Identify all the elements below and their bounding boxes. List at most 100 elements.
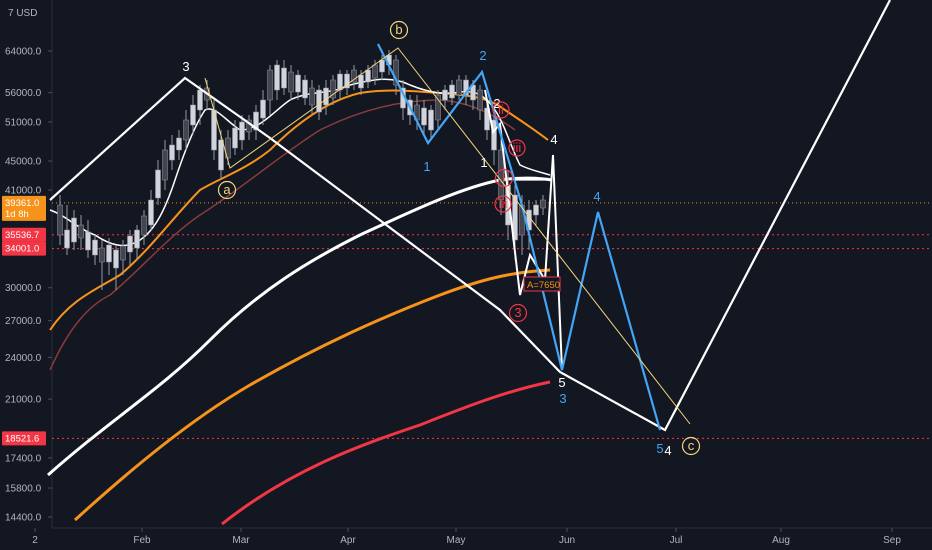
svg-text:a: a <box>223 182 231 197</box>
y-axis: 64000.0 56000.0 51000.0 45000.0 41000.0 30000… <box>5 47 52 524</box>
svg-text:b: b <box>395 22 402 37</box>
y-tick-label: 17400.0 <box>5 453 42 464</box>
candle <box>176 130 182 160</box>
x-tick-label: May <box>447 535 466 546</box>
wave-label: 4 <box>664 443 671 458</box>
svg-text:2: 2 <box>479 48 486 63</box>
svg-text:1d 8h: 1d 8h <box>5 209 29 220</box>
wave-label: a <box>217 180 237 200</box>
y-tick-label: 51000.0 <box>5 117 42 128</box>
price-tags: 39361.01d 8h 35536.7 34001.0 18521.6 <box>2 195 46 446</box>
candle <box>239 115 245 150</box>
candle <box>92 235 98 265</box>
x-tick-label: Mar <box>232 535 250 546</box>
candle <box>57 195 63 245</box>
candle <box>113 245 119 290</box>
svg-text:3: 3 <box>514 305 521 320</box>
svg-text:i: i <box>503 170 506 185</box>
candle <box>456 75 462 100</box>
ma-orange-long <box>73 268 551 522</box>
candle <box>316 85 322 120</box>
wave-label: 1 <box>480 155 487 170</box>
y-tick-label: 45000.0 <box>5 157 42 168</box>
candle <box>463 75 469 105</box>
wave-label: 1 <box>423 159 430 174</box>
y-tick-label: 56000.0 <box>5 88 42 99</box>
y-tick-label: 27000.0 <box>5 316 42 327</box>
candle <box>449 80 455 105</box>
candle <box>120 240 126 275</box>
wave-white-small <box>484 89 563 371</box>
svg-text:3: 3 <box>559 391 566 406</box>
candle <box>197 85 203 125</box>
measure-box <box>523 276 561 292</box>
wave-label: 3 <box>508 303 528 323</box>
candle <box>190 95 196 135</box>
wave-label: b <box>389 20 409 40</box>
wave-label: 4 <box>593 189 600 204</box>
level-price-tag: 35536.7 <box>2 227 46 242</box>
x-tick-label: Apr <box>340 535 356 546</box>
x-tick-label: Feb <box>133 535 151 546</box>
measure-tag: A=7650 <box>523 276 561 292</box>
wave-label: ii <box>492 101 510 119</box>
x-axis: 2 Feb Mar Apr May Jun Jul Aug Sep <box>32 528 901 546</box>
candle <box>64 205 70 255</box>
candle <box>295 70 301 100</box>
level-price-tag: 34001.0 <box>2 241 46 256</box>
ma-red-long <box>221 380 551 526</box>
candle <box>218 130 224 180</box>
svg-text:18521.6: 18521.6 <box>5 433 39 444</box>
candle <box>323 80 329 115</box>
candle <box>99 240 105 290</box>
candle <box>148 190 154 230</box>
svg-text:39361.0: 39361.0 <box>5 198 39 209</box>
svg-text:35536.7: 35536.7 <box>5 230 39 241</box>
candle <box>127 230 133 265</box>
svg-text:4: 4 <box>550 132 557 147</box>
wave-label: 3 <box>182 59 189 74</box>
y-tick-label: 64000.0 <box>5 47 42 58</box>
candle <box>106 238 112 275</box>
candle <box>71 210 77 250</box>
candle <box>134 225 140 260</box>
y-tick-label: 24000.0 <box>5 353 42 364</box>
candle <box>162 140 168 190</box>
svg-text:4: 4 <box>593 189 600 204</box>
trend-yellow <box>204 47 691 425</box>
current-price-tag: 39361.01d 8h <box>2 195 46 221</box>
candle <box>491 110 497 165</box>
x-tick-label: Aug <box>772 535 790 546</box>
candle <box>288 65 294 100</box>
y-axis-unit-label: 7 USD <box>8 8 37 19</box>
candle <box>344 70 350 95</box>
wave-label: 5 <box>558 375 565 390</box>
candle <box>351 65 357 90</box>
svg-text:4: 4 <box>664 443 671 458</box>
candle <box>498 140 504 215</box>
svg-text:5: 5 <box>656 441 663 456</box>
wave-label: c <box>681 436 701 456</box>
level-price-tag: 18521.6 <box>2 431 46 446</box>
measure-label: A=7650 <box>527 280 560 291</box>
svg-text:1: 1 <box>423 159 430 174</box>
candle <box>253 105 259 140</box>
svg-text:iii: iii <box>499 196 508 211</box>
wave-label: iii <box>508 139 526 157</box>
candlesticks <box>57 50 546 290</box>
candle <box>484 100 490 140</box>
ma-fast <box>49 78 551 247</box>
candle <box>540 195 546 215</box>
x-tick-label: Jul <box>670 535 683 546</box>
candle <box>78 215 84 250</box>
candle <box>141 210 147 245</box>
candle <box>435 90 441 130</box>
svg-text:iii: iii <box>513 140 522 155</box>
candle <box>267 65 273 115</box>
candle <box>302 75 308 105</box>
candle <box>183 110 189 150</box>
candle <box>169 135 175 170</box>
svg-text:5: 5 <box>558 375 565 390</box>
elliott-wave-drawings <box>49 0 891 432</box>
